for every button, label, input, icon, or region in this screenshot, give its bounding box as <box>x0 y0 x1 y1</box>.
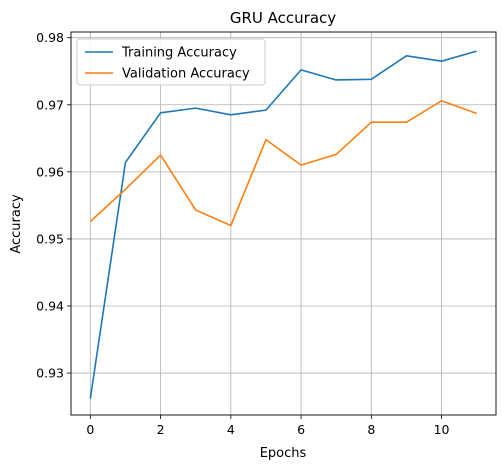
y-tick-label: 0.96 <box>36 164 64 179</box>
x-axis-ticks: 0 2 4 6 8 10 <box>86 415 450 437</box>
legend-label: Training Accuracy <box>121 46 237 61</box>
chart-title: GRU Accuracy <box>230 9 336 27</box>
x-axis-label: Epochs <box>260 446 307 461</box>
series-line-training-accuracy <box>89 50 477 399</box>
x-tick-label: 8 <box>367 422 375 437</box>
x-tick-label: 0 <box>86 422 94 437</box>
grid-lines <box>71 32 496 415</box>
x-tick-label: 4 <box>227 422 235 437</box>
y-tick-label: 0.95 <box>36 231 64 246</box>
y-tick-label: 0.98 <box>36 30 64 45</box>
y-tick-label: 0.97 <box>36 97 64 112</box>
legend: Training Accuracy Validation Accuracy <box>76 38 266 86</box>
y-axis-label: Accuracy <box>9 194 24 254</box>
legend-box <box>76 38 266 86</box>
plot-frame <box>70 31 497 416</box>
y-tick-label: 0.93 <box>36 366 64 381</box>
y-tick-label: 0.94 <box>36 299 64 314</box>
x-tick-label: 6 <box>297 422 305 437</box>
series-lines <box>89 50 477 399</box>
legend-label: Validation Accuracy <box>122 67 250 82</box>
y-axis-ticks: 0.93 0.94 0.95 0.96 0.97 0.98 <box>36 30 71 381</box>
series-line-validation-accuracy <box>89 99 477 227</box>
x-tick-label: 10 <box>434 422 450 437</box>
x-tick-label: 2 <box>157 422 165 437</box>
